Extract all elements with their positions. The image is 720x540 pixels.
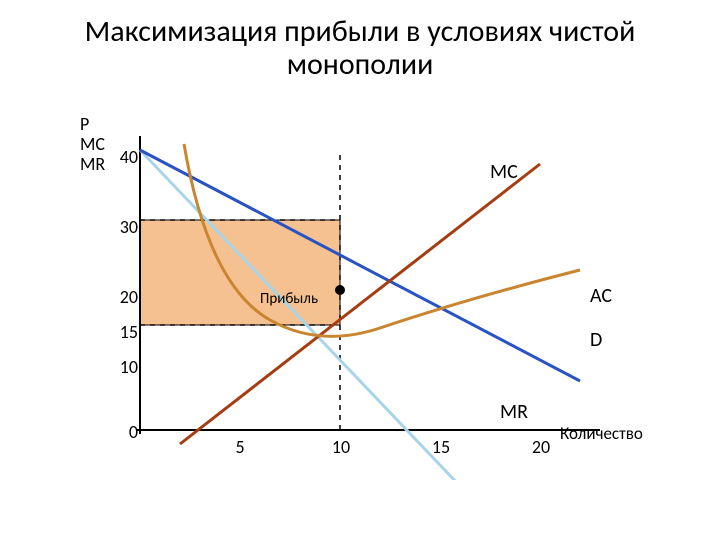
ytick-40: 40 — [113, 146, 138, 168]
page-title: Максимизация прибыли в условиях чистой м… — [0, 0, 720, 81]
title-line2: монополии — [287, 46, 434, 83]
xtick-10: 10 — [326, 436, 356, 458]
mc-label: MC — [490, 160, 518, 184]
xtick-20: 20 — [526, 436, 556, 458]
title-line1: Максимизация прибыли в условиях чистой — [85, 13, 636, 50]
xtick-15: 15 — [426, 436, 456, 458]
x-axis-label: Количество — [560, 423, 643, 444]
ytick-10: 10 — [113, 356, 138, 378]
xtick-5: 5 — [230, 436, 250, 458]
chart-svg — [80, 120, 620, 480]
chart-container — [80, 120, 620, 480]
ytick-20: 20 — [113, 286, 138, 308]
mr-label: MR — [500, 400, 528, 424]
ytick-15: 15 — [113, 321, 138, 343]
d-label: D — [590, 328, 602, 352]
profit-label: Прибыль — [260, 290, 318, 308]
ac-label: AC — [590, 284, 612, 308]
ytick-0: 0 — [113, 421, 138, 443]
ytick-30: 30 — [113, 216, 138, 238]
